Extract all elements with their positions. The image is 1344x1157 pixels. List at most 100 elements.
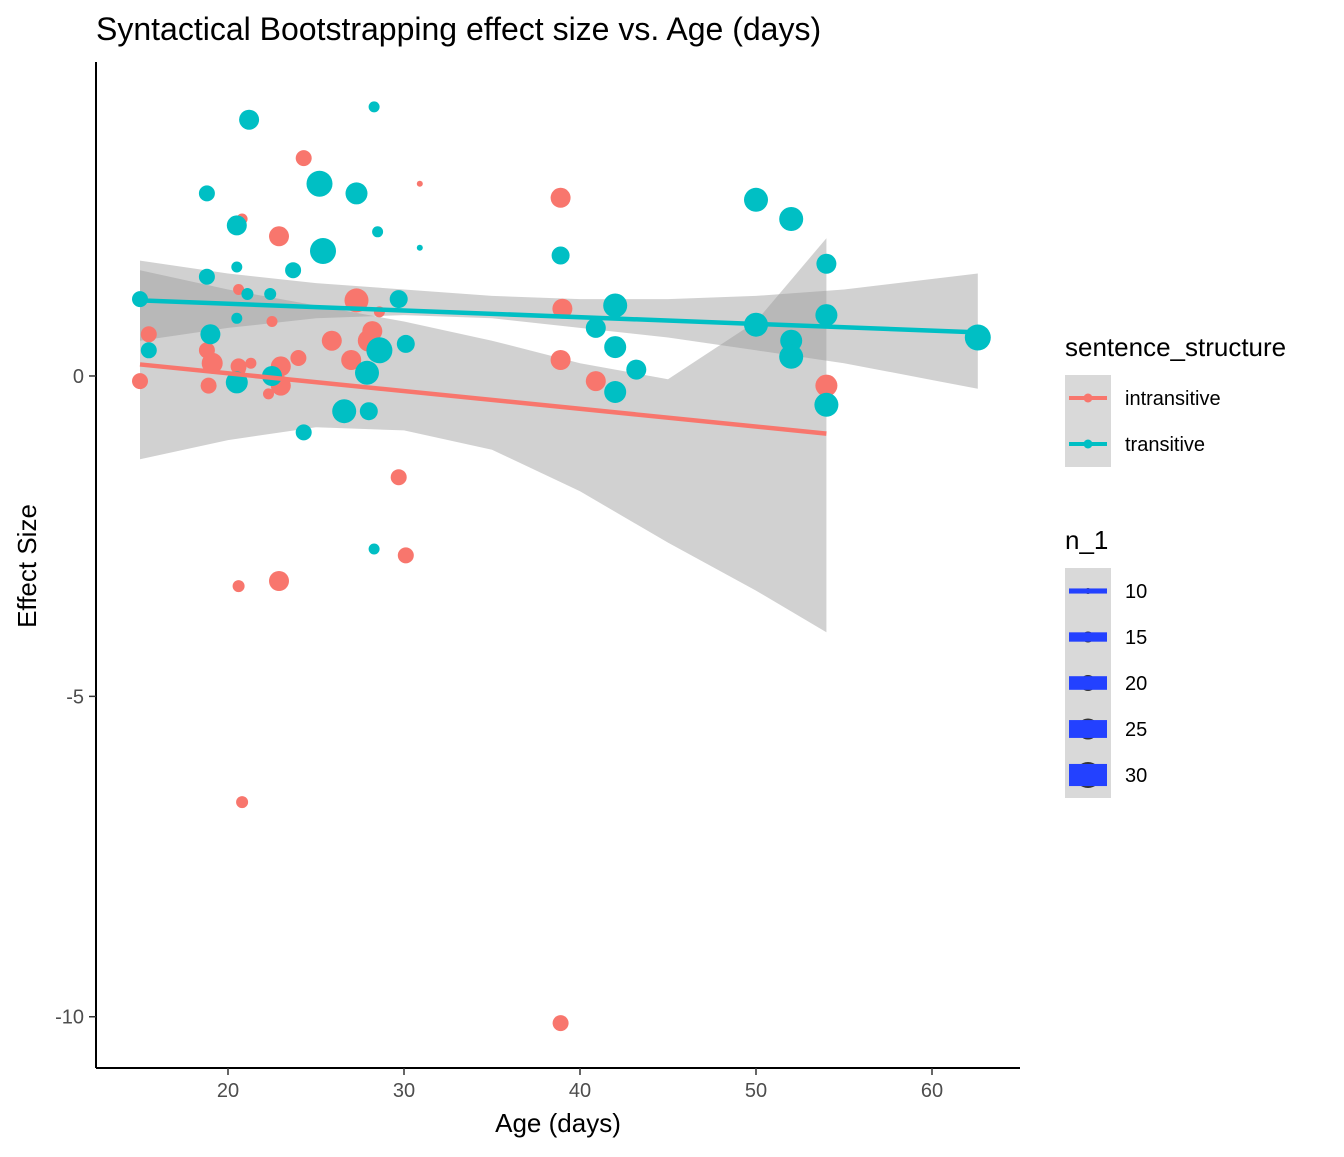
data-point-intransitive [397,547,414,564]
legend-size-swatch [1069,720,1107,738]
legend-size-label: 10 [1125,581,1147,603]
legend-size-keys: 10 15 20 25 30 [1065,568,1147,798]
data-point-intransitive [585,371,606,392]
legend-size-title: n_1 [1065,525,1108,555]
data-point-transitive [368,543,380,555]
legend-color-keys: intransitive transitive [1065,375,1221,467]
data-point-transitive [239,109,260,130]
y-axis-title: Effect Size [12,504,42,628]
data-point-intransitive [815,374,838,397]
legend-size-label: 25 [1125,719,1147,741]
data-point-transitive [345,182,368,205]
legend-key-point-transitive [1083,439,1093,449]
x-tick-label: 40 [569,1080,591,1102]
data-point-transitive [964,324,991,351]
data-point-transitive [389,290,408,309]
chart-title: Syntactical Bootstrapping effect size vs… [96,11,821,47]
trend-lines [139,298,978,436]
legend-size-swatch [1069,763,1107,787]
confidence-ribbon-intransitive [140,238,827,633]
legend-label-intransitive: intransitive [1125,388,1221,410]
data-point-intransitive [245,357,257,369]
x-tick-label: 50 [745,1080,767,1102]
data-point-transitive [231,312,243,324]
data-point-transitive [551,246,570,265]
data-point-transitive [779,344,804,369]
data-point-transitive [132,291,148,308]
data-point-transitive [198,185,215,202]
data-point-transitive [264,288,277,300]
data-point-transitive [604,336,627,359]
data-point-transitive [355,360,379,385]
data-point-intransitive [201,352,223,374]
data-point-intransitive [341,350,362,370]
y-tick-label: 0 [73,366,84,388]
data-point-transitive [744,187,768,212]
data-point-transitive [366,337,393,364]
legend-size-label: 20 [1125,673,1147,695]
data-point-transitive [626,359,647,380]
data-point-intransitive [140,326,157,343]
data-point-transitive [231,261,243,273]
data-point-intransitive [266,316,278,327]
legend-color-title: sentence_structure [1065,332,1286,362]
axes: 20 30 40 50 60 0 -5 -10 [55,62,1020,1102]
data-point-transitive [815,304,838,327]
y-tick-label: -10 [55,1007,84,1029]
data-point-intransitive [362,321,383,342]
data-point-transitive [140,342,157,359]
legend-size-label: 30 [1125,765,1147,787]
data-point-intransitive [550,350,571,370]
data-point-transitive [603,293,628,318]
data-point-transitive [226,215,247,236]
x-axis-title: Age (days) [495,1108,621,1138]
data-point-transitive [295,424,312,441]
data-point-intransitive [232,580,245,593]
data-point-transitive [585,317,606,338]
data-point-transitive [372,226,384,238]
data-point-intransitive [132,373,148,390]
data-points [132,101,991,1032]
data-point-intransitive [269,226,289,247]
legend: sentence_structure n_1 intransitive trans… [1065,332,1286,798]
data-point-intransitive [321,330,342,351]
data-point-transitive [604,381,627,403]
data-point-transitive [332,399,357,424]
data-point-transitive [779,207,804,231]
legend-size-swatch [1069,676,1107,690]
legend-label-transitive: transitive [1125,434,1205,456]
data-point-transitive [816,253,837,274]
trend-line-intransitive [139,362,827,436]
data-point-intransitive [552,298,573,319]
data-point-intransitive [200,377,217,394]
data-point-intransitive [390,469,407,486]
legend-size-swatch [1069,588,1107,594]
legend-size-swatch [1069,632,1107,642]
x-tick-label: 60 [921,1080,943,1102]
x-tick-label: 30 [393,1080,415,1102]
data-point-intransitive [416,180,423,187]
data-point-intransitive [233,284,245,295]
data-point-transitive [359,402,378,421]
y-tick-label: -5 [66,686,84,708]
data-point-intransitive [290,350,307,366]
x-tick-label: 20 [217,1080,239,1102]
data-point-transitive [306,170,333,197]
data-point-transitive [368,101,380,113]
data-point-transitive [814,392,839,417]
data-point-intransitive [263,388,274,400]
data-point-transitive [396,334,415,353]
data-point-transitive [198,268,215,285]
data-point-transitive [200,324,221,345]
trend-line-transitive [139,298,978,335]
data-point-intransitive [550,187,571,208]
data-point-transitive [416,244,423,251]
data-point-intransitive [295,150,312,167]
data-point-intransitive [552,1015,569,1032]
data-point-intransitive [269,571,289,591]
data-point-transitive [241,288,254,300]
legend-size-label: 15 [1125,627,1147,649]
data-point-transitive [285,262,302,279]
